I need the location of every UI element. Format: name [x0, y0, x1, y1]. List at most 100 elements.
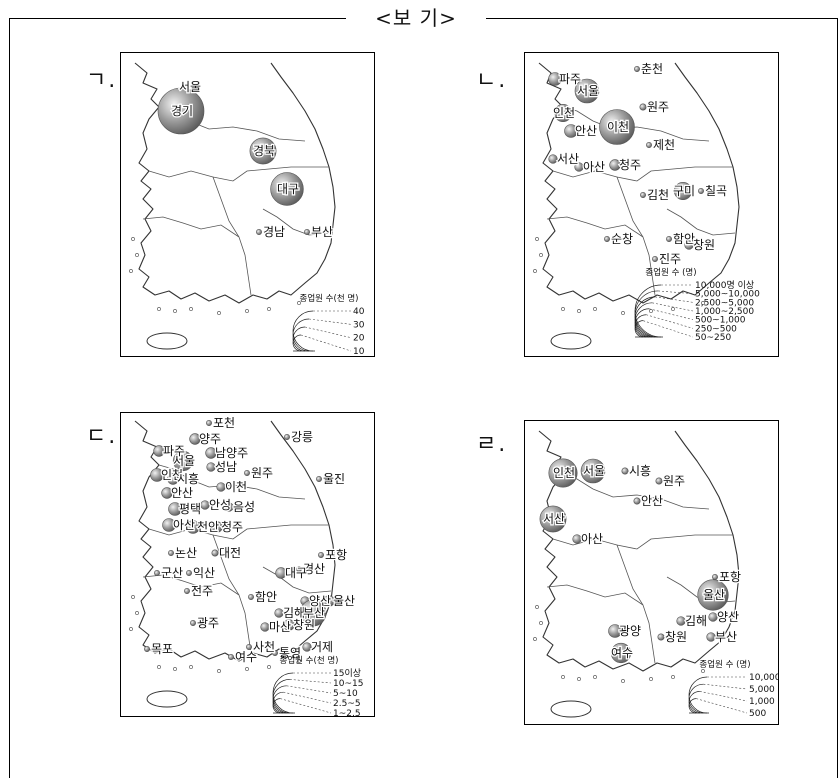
province-border: [546, 216, 644, 238]
korea-map-da: [129, 420, 336, 708]
city-label-파주: 파주: [163, 444, 185, 458]
city-marker-인천: [150, 468, 164, 482]
city-label-포항: 포항: [719, 570, 741, 584]
island: [245, 309, 249, 313]
city-label-광양: 광양: [619, 624, 641, 638]
city-marker-파주: [153, 445, 165, 457]
province-border: [188, 120, 306, 142]
city-marker-통영: [272, 650, 278, 656]
legend-leader: [304, 326, 352, 338]
city-label-순창: 순창: [611, 232, 633, 246]
city-marker-시흥: [621, 467, 629, 475]
city-marker-남양주: [205, 447, 217, 459]
city-marker-여수: [228, 654, 234, 660]
legend-value: 500~1,000: [695, 316, 746, 326]
city-label-원주: 원주: [647, 100, 669, 114]
city-marker-김해: [676, 616, 686, 626]
legend-leader: [289, 679, 332, 684]
city-label-경북: 경북: [253, 144, 275, 158]
city-label-함안: 함안: [673, 232, 695, 246]
city-label-안성: 안성: [209, 498, 231, 512]
city-label-파주: 파주: [559, 72, 581, 86]
city-label-부산: 부산: [311, 225, 333, 239]
legend-symbol: [292, 318, 310, 352]
legend-title: 종업원 수(천 명): [300, 293, 359, 304]
city-marker-제천: [646, 142, 652, 148]
island: [533, 637, 537, 641]
legend-title: 종업원 수 (명): [645, 267, 696, 278]
city-label-인천: 인천: [161, 467, 183, 482]
province-border: [148, 166, 329, 182]
city-label-대전: 대전: [219, 546, 241, 560]
city-label-평택: 평택: [179, 502, 201, 516]
city-label-양산: 양산: [309, 594, 331, 608]
city-marker-서울: [580, 458, 606, 484]
city-label-마산: 마산: [269, 620, 291, 634]
coastline: [538, 62, 740, 304]
city-marker-광주: [190, 620, 196, 626]
city-marker-광양: [608, 624, 622, 638]
city-marker-서산: [539, 505, 567, 533]
legend-leader: [658, 290, 694, 294]
legend-leader: [308, 318, 352, 325]
city-label-아산: 아산: [173, 518, 195, 532]
province-border: [212, 534, 252, 654]
legend-value: 50~250: [695, 333, 731, 343]
legend-symbol: [688, 676, 708, 714]
city-marker-목포: [144, 646, 150, 652]
legend-symbol: [292, 310, 314, 352]
province-border: [262, 208, 332, 236]
city-label-김해: 김해: [283, 606, 305, 620]
city-marker-안산: [633, 497, 641, 505]
korea-map-ga: [129, 62, 336, 350]
city-label-여수: 여수: [235, 650, 257, 664]
province-border: [616, 544, 656, 664]
legend-title: 종업원 수 (명): [699, 659, 750, 670]
legend-value: 10~15: [333, 679, 363, 689]
legend-symbol: [688, 691, 700, 714]
legend-leader: [652, 302, 694, 312]
island: [245, 667, 249, 671]
island: [621, 679, 625, 683]
map-panel-ga: 서울 경기 경북 대구 경남 부산 종업원 수(천 명) 40 30 20 10: [120, 52, 375, 357]
city-marker-포천: [206, 420, 212, 426]
panel-label-ra: ㄹ.: [476, 432, 508, 457]
city-marker-청주: [609, 159, 621, 171]
city-label-성남: 성남: [215, 460, 237, 474]
city-marker-시흥: [167, 473, 179, 485]
city-label-포천: 포천: [213, 415, 235, 430]
legend-leader: [699, 691, 748, 702]
legend-symbol: [292, 334, 302, 352]
city-marker-안산: [161, 487, 173, 499]
province-border: [148, 524, 329, 540]
province-border: [546, 584, 644, 606]
city-marker-서울: [574, 78, 600, 104]
city-marker-아산: [572, 534, 582, 544]
island: [539, 621, 543, 625]
city-marker-논산: [168, 550, 174, 556]
city-marker-원주: [655, 477, 663, 485]
city-label-안산: 안산: [641, 494, 663, 508]
legend-value: 10,000: [749, 673, 779, 683]
city-label-서울: 서울: [179, 80, 201, 94]
city-label-거제: 거제: [311, 640, 333, 654]
island: [173, 667, 177, 671]
map-panel-da: 포천 양주 강릉 파주 남양주 서울 성남 인천 시흥 원주 울진 안산 이천 평택 안성 음성 아산 천안 청주 논…: [120, 412, 375, 717]
island: [189, 665, 193, 669]
city-label-울진: 울진: [323, 472, 345, 486]
city-label-강릉: 강릉: [291, 430, 313, 444]
island: [561, 307, 565, 311]
city-label-창원: 창원: [693, 238, 715, 252]
city-marker-강릉: [284, 434, 290, 440]
legend-symbol: [272, 698, 281, 714]
coastline: [134, 420, 336, 662]
legend-leader: [655, 296, 694, 303]
city-label-경남: 경남: [263, 225, 285, 239]
city-marker-경기: [157, 87, 205, 135]
island: [267, 665, 271, 669]
city-marker-부산: [304, 229, 310, 235]
city-marker-이천: [216, 482, 226, 492]
legend-leader: [703, 683, 748, 690]
island: [217, 311, 221, 315]
